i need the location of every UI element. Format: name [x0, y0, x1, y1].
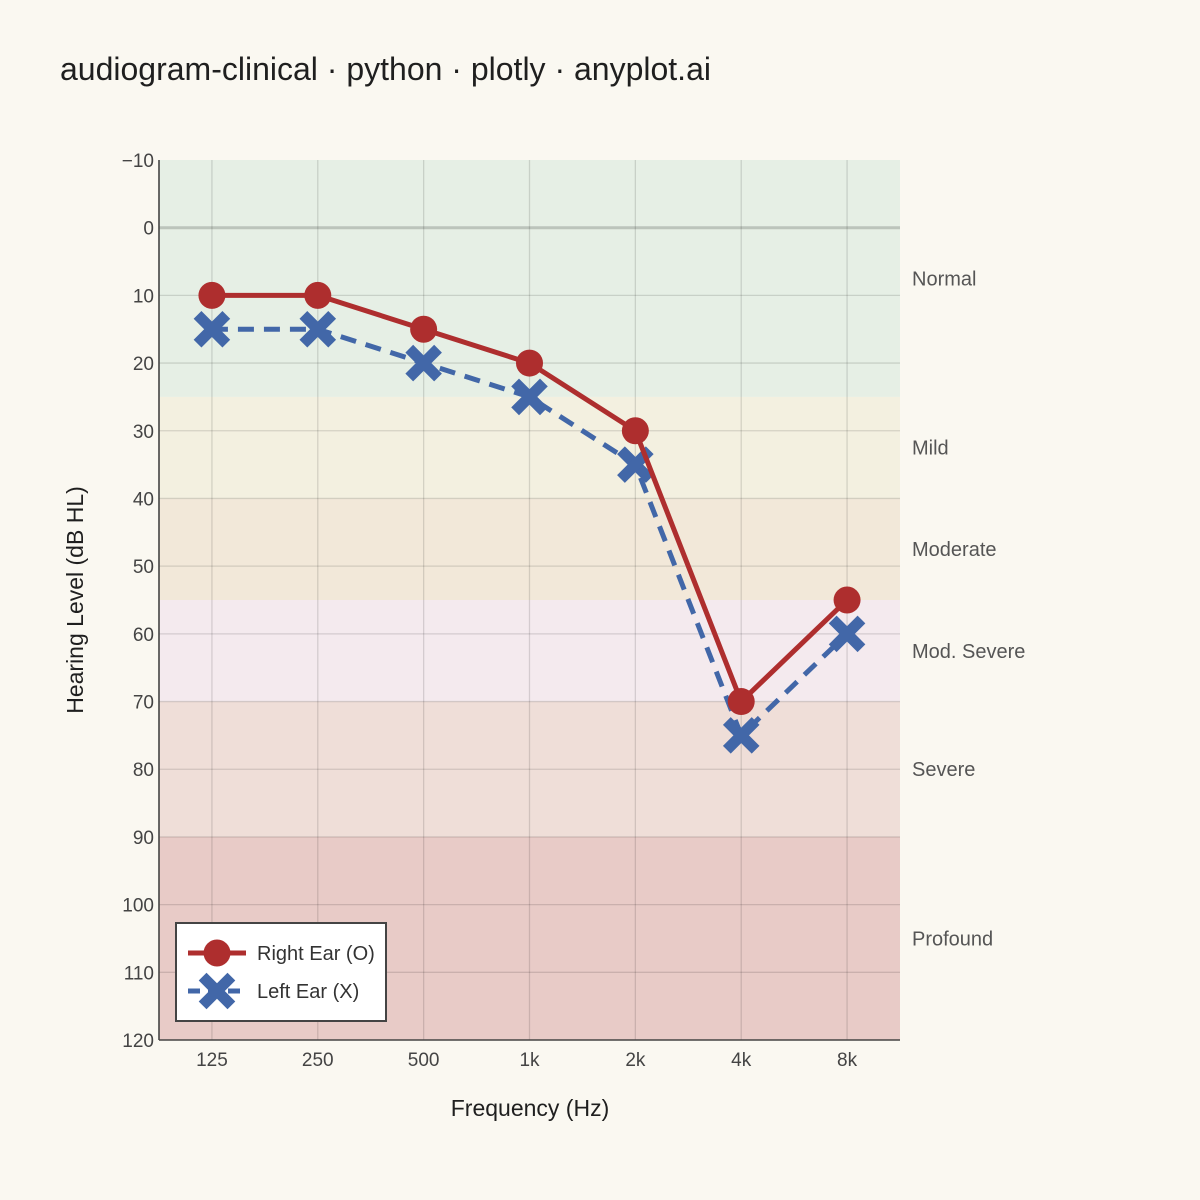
band-labels: Normal Mild Moderate Mod. Severe Severe Profo…	[912, 268, 1025, 950]
band-label: Normal	[912, 268, 976, 290]
band-label: Mod. Severe	[912, 641, 1025, 663]
left-ear-point	[722, 717, 760, 754]
right-ear-point	[410, 315, 438, 343]
series-group	[193, 281, 866, 754]
band-label: Mild	[912, 438, 949, 460]
legend-item: Right Ear (O)	[188, 939, 375, 967]
left-ear-point	[511, 378, 548, 416]
legend: Right Ear (O) Left Ear (X)	[175, 922, 387, 1022]
right-ear-point	[833, 586, 861, 614]
x-axis-label: Frequency (Hz)	[451, 1095, 609, 1121]
left-ear-point	[617, 446, 654, 483]
band-label: Moderate	[912, 539, 997, 561]
right-ear-point	[516, 349, 543, 377]
legend-x-marker	[198, 972, 236, 1010]
x-tick-label: 1k	[519, 1050, 540, 1071]
y-tick-label: 90	[133, 828, 154, 849]
y-tick-labels: −10 0 10 20 30 40 50 60 70 80 90 100 110 120	[122, 151, 154, 1052]
left-ear-point	[405, 344, 442, 382]
x-tick-label: 2k	[625, 1050, 646, 1071]
left-ear-point	[193, 310, 231, 348]
y-tick-label: 60	[133, 625, 154, 646]
y-tick-label: 50	[133, 557, 154, 578]
band-label: Severe	[912, 759, 975, 781]
y-tick-label: 70	[133, 693, 154, 714]
y-tick-label: 30	[133, 422, 154, 443]
axes	[158, 160, 900, 1041]
y-tick-label: 40	[133, 489, 154, 510]
left-ear-point	[299, 310, 337, 348]
y-tick-label: 0	[143, 219, 154, 240]
x-tick-labels: 125 250 500 1k 2k 4k 8k	[196, 1050, 858, 1071]
y-tick-label: −10	[122, 151, 154, 172]
x-tick-label: 8k	[837, 1050, 858, 1071]
legend-item: Left Ear (X)	[188, 972, 359, 1010]
y-axis-label: Hearing Level (dB HL)	[62, 486, 88, 714]
y-tick-label: 110	[124, 963, 154, 984]
x-tick-label: 125	[196, 1050, 228, 1071]
y-tick-label: 80	[133, 760, 154, 781]
right-ear-point	[198, 281, 226, 309]
right-ear-point	[727, 688, 755, 716]
band-mod-severe	[159, 600, 900, 702]
band-label: Profound	[912, 928, 993, 950]
y-tick-label: 10	[133, 286, 154, 307]
severity-bands	[159, 160, 900, 1040]
band-moderate	[159, 498, 900, 600]
band-severe	[159, 701, 900, 837]
y-tick-label: 120	[122, 1031, 154, 1052]
y-tick-label: 100	[122, 896, 154, 917]
right-ear-point	[621, 417, 649, 445]
left-ear-point	[828, 615, 866, 653]
x-tick-label: 500	[408, 1050, 440, 1071]
x-tick-label: 250	[302, 1050, 334, 1071]
right-ear-point	[304, 281, 332, 309]
band-mild	[159, 396, 900, 499]
x-tick-label: 4k	[731, 1050, 752, 1071]
legend-circle-marker	[203, 939, 231, 967]
y-tick-label: 20	[133, 354, 154, 375]
legend-label: Right Ear (O)	[257, 943, 375, 965]
legend-label: Left Ear (X)	[257, 981, 359, 1003]
chart-title: audiogram-clinical · python · plotly · a…	[60, 51, 711, 87]
